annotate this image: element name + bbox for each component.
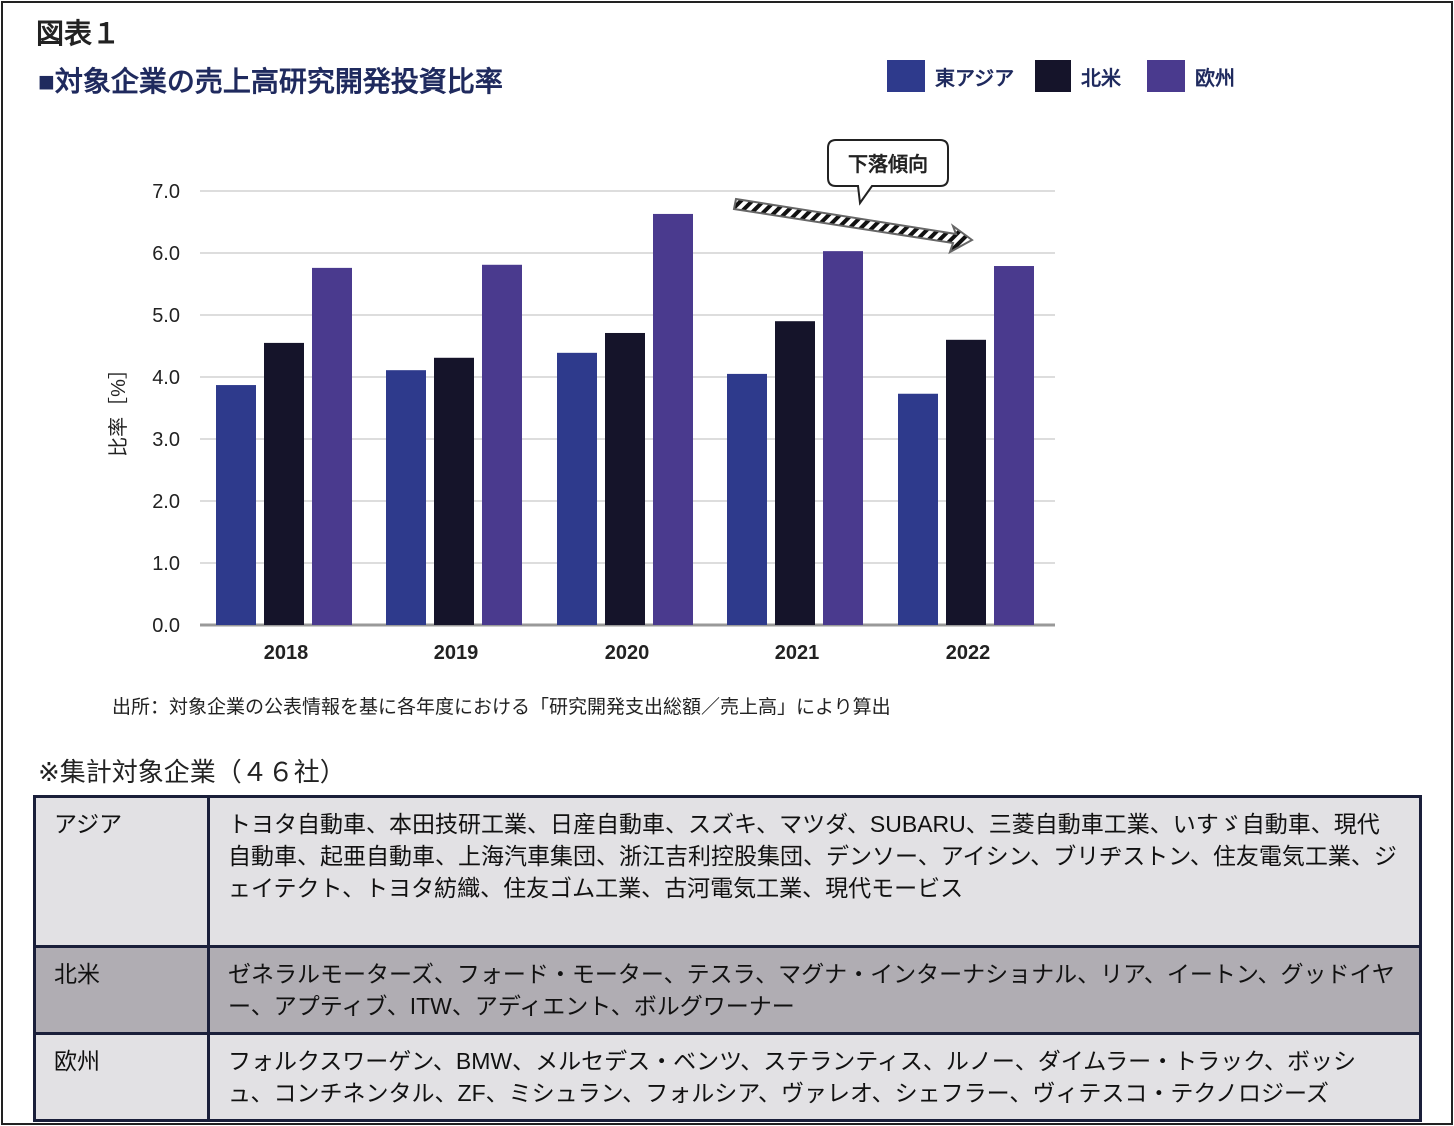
y-tick-label: 5.0 (152, 305, 180, 327)
annotation-text: 下落傾向 (848, 152, 928, 176)
table-row-asia: アジア トヨタ自動車、本田技研工業、日産自動車、スズキ、マツダ、SUBARU、三菱… (33, 795, 1422, 948)
companies-cell: フォルクスワーゲン、BMW、メルセデス・ベンツ、ステランティス、ルノー、ダイムラ… (207, 1032, 1422, 1122)
chart-title: ■対象企業の売上高研究開発投資比率 (38, 66, 503, 97)
legend-item-east-asia: 東アジア (887, 60, 1014, 92)
region-cell: アジア (33, 795, 210, 948)
x-tick-label: 2022 (946, 642, 991, 664)
bar-2018-2 (312, 267, 352, 625)
region-cell: 欧州 (33, 1032, 210, 1122)
bar-2021-2 (823, 251, 863, 625)
legend-swatch (1147, 60, 1185, 92)
bar-2019-2 (482, 264, 522, 625)
bar-2020-2 (653, 213, 693, 625)
bar-2021-0 (727, 373, 767, 625)
table-row-europe: 欧州 フォルクスワーゲン、BMW、メルセデス・ベンツ、ステランティス、ルノー、ダイ… (33, 1032, 1422, 1122)
bar-2022-0 (898, 393, 938, 625)
legend-label: 欧州 (1195, 67, 1235, 90)
legend-swatch (887, 60, 925, 92)
annotation-callout: 下落傾向 (827, 139, 949, 206)
companies-table: アジア トヨタ自動車、本田技研工業、日産自動車、スズキ、マツダ、SUBARU、三菱… (33, 795, 1422, 1122)
bar-chart: 0.0 1.0 2.0 3.0 4.0 5.0 6.0 7.0 2018 2019 2020 202… (107, 139, 1055, 664)
bar-2019-0 (386, 370, 426, 625)
table-row-north-america: 北米 ゼネラルモーターズ、フォード・モーター、テスラ、マグナ・インターナショナル、… (33, 945, 1422, 1035)
bar-2020-1 (605, 332, 645, 625)
y-axis-label: 比率［%］ (107, 359, 130, 457)
companies-cell: ゼネラルモーターズ、フォード・モーター、テスラ、マグナ・インターナショナル、リア… (207, 945, 1422, 1035)
x-tick-label: 2021 (775, 642, 820, 664)
x-tick-label: 2020 (605, 642, 650, 664)
y-tick-label: 1.0 (152, 553, 180, 575)
companies-heading: ※集計対象企業（４６社） (38, 757, 346, 787)
legend-item-europe: 欧州 (1147, 60, 1235, 92)
source-note: 出所：対象企業の公表情報を基に各年度における「研究開発支出総額／売上高」により算… (112, 697, 891, 718)
y-tick-label: 6.0 (152, 243, 180, 265)
bar-2019-1 (434, 357, 474, 625)
legend-swatch (1035, 60, 1071, 92)
y-tick-label: 7.0 (152, 181, 180, 203)
y-tick-label: 2.0 (152, 491, 180, 513)
region-cell: 北米 (33, 945, 210, 1035)
bar-2022-1 (946, 339, 986, 625)
bar-2018-0 (216, 385, 256, 625)
y-tick-label: 0.0 (152, 615, 180, 637)
bar-2022-2 (994, 266, 1034, 625)
legend-label: 東アジア (935, 67, 1015, 90)
legend-label: 北米 (1081, 67, 1121, 90)
y-tick-label: 4.0 (152, 367, 180, 389)
bar-2021-1 (775, 321, 815, 625)
x-tick-label: 2019 (434, 642, 479, 664)
x-tick-label: 2018 (264, 642, 309, 664)
figure-label: 図表１ (36, 18, 121, 49)
y-tick-label: 3.0 (152, 429, 180, 451)
bar-2018-1 (264, 342, 304, 625)
bar-2020-0 (557, 352, 597, 625)
legend-item-north-america: 北米 (1035, 60, 1121, 92)
companies-cell: トヨタ自動車、本田技研工業、日産自動車、スズキ、マツダ、SUBARU、三菱自動車… (207, 795, 1422, 948)
trend-arrow (732, 197, 974, 255)
